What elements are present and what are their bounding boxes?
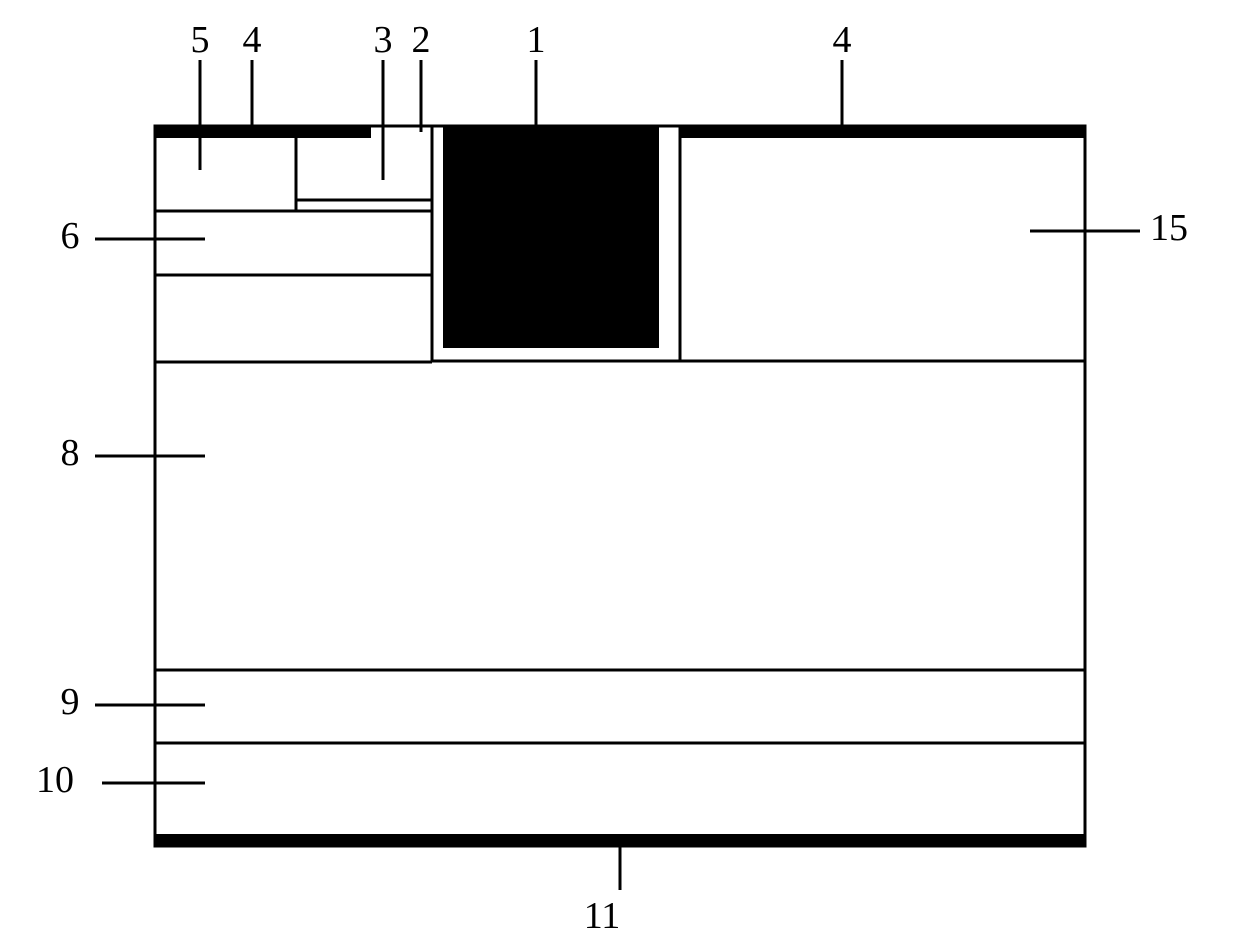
top-metal-left [155,126,371,138]
label-top-3: 2 [412,19,431,61]
label-top-0: 5 [191,19,210,61]
top-metal-right [680,126,1085,138]
diagram-svg: 543214689101511 [0,0,1240,938]
label-top-4: 1 [527,19,546,61]
label-left-3: 10 [36,759,74,801]
label-bottom-0: 11 [584,895,621,937]
label-top-2: 3 [374,19,393,61]
label-right-0: 15 [1150,207,1188,249]
label-left-1: 8 [61,432,80,474]
bottom-metal [155,834,1085,846]
trench-inner [443,126,659,348]
label-top-1: 4 [243,19,262,61]
label-left-2: 9 [61,681,80,723]
label-top-5: 4 [833,19,852,61]
label-left-0: 6 [61,215,80,257]
